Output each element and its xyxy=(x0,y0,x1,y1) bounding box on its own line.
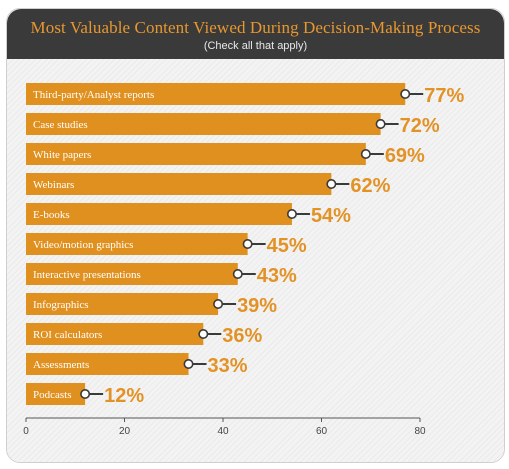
bar xyxy=(26,113,381,135)
bar xyxy=(26,83,406,105)
value-marker xyxy=(80,388,91,399)
value-marker xyxy=(232,268,243,279)
bar-category-label: Interactive presentations xyxy=(33,269,141,281)
value-marker xyxy=(242,239,253,250)
value-marker xyxy=(183,358,194,369)
bar-category-label: Case studies xyxy=(33,119,88,131)
bar-category-label: Assessments xyxy=(33,359,89,371)
bar xyxy=(26,293,219,315)
bar-value-label: 12% xyxy=(104,385,144,407)
value-marker xyxy=(360,149,371,160)
value-marker xyxy=(213,298,224,309)
x-tick-label: 80 xyxy=(414,426,426,437)
bar-category-label: Podcasts xyxy=(33,389,72,401)
x-tick-label: 0 xyxy=(23,426,29,437)
value-marker xyxy=(375,119,386,130)
bar-category-label: Infographics xyxy=(33,299,89,311)
value-marker xyxy=(286,209,297,220)
bar-category-label: Webinars xyxy=(33,179,74,191)
bar-value-label: 69% xyxy=(385,145,425,167)
bar xyxy=(26,323,204,345)
chart-header: Most Valuable Content Viewed During Deci… xyxy=(7,9,504,59)
bar-category-label: Third-party/Analyst reports xyxy=(33,89,154,101)
bar-value-label: 62% xyxy=(350,175,390,197)
chart-title: Most Valuable Content Viewed During Deci… xyxy=(30,18,481,37)
bar xyxy=(26,233,248,255)
bar-value-label: 36% xyxy=(222,325,262,347)
value-marker xyxy=(400,89,411,100)
bar-value-label: 54% xyxy=(311,205,351,227)
bar xyxy=(26,173,332,195)
x-tick-label: 60 xyxy=(316,426,328,437)
value-marker xyxy=(326,179,337,190)
bar xyxy=(26,143,366,165)
bar-value-label: 72% xyxy=(400,115,440,137)
bar-value-label: 43% xyxy=(257,265,297,287)
bar-value-label: 45% xyxy=(267,235,307,257)
x-tick-label: 20 xyxy=(119,426,131,437)
x-tick-label: 40 xyxy=(217,426,229,437)
bar xyxy=(26,353,189,375)
bar-value-label: 39% xyxy=(237,295,277,317)
bar xyxy=(26,203,292,225)
bar xyxy=(26,263,238,285)
bar-value-label: 77% xyxy=(424,85,464,107)
chart-subtitle: (Check all that apply) xyxy=(203,40,308,52)
bar xyxy=(26,383,86,405)
bar-value-label: 33% xyxy=(208,355,248,377)
bar-category-label: E-books xyxy=(33,209,70,221)
bar-category-label: White papers xyxy=(33,149,91,161)
bar-category-label: Video/motion graphics xyxy=(33,239,133,251)
bar-category-label: ROI calculators xyxy=(33,329,102,341)
value-marker xyxy=(198,328,209,339)
